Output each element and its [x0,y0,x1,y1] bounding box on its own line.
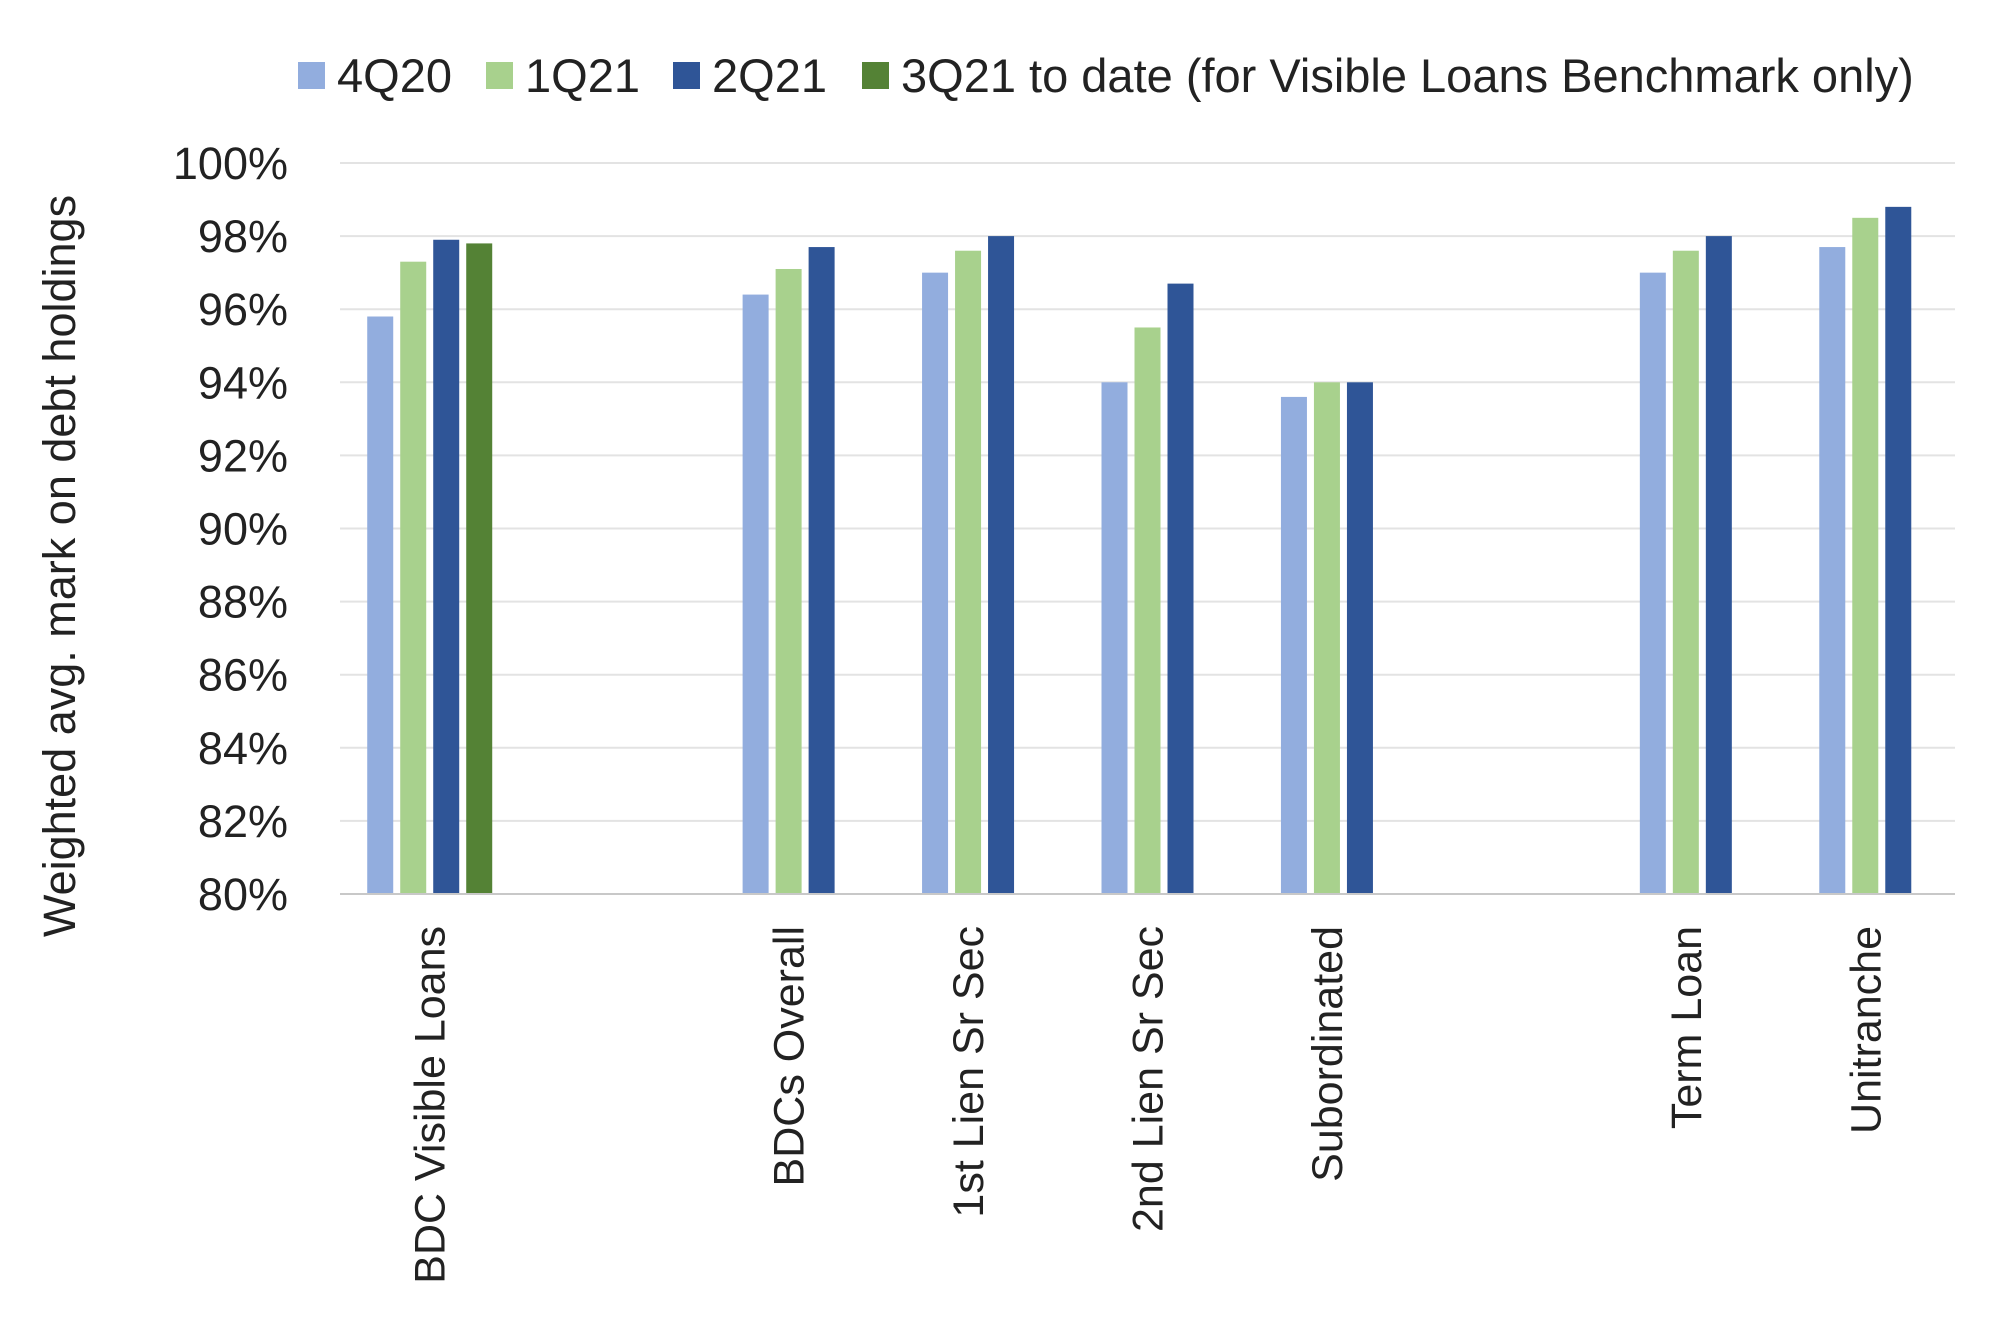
bar [1313,382,1340,894]
bar [433,239,460,894]
bar [1819,247,1846,894]
bar [922,272,949,894]
bar [742,294,769,895]
bar [1705,236,1732,895]
y-tick-label: 98% [198,211,288,262]
bar [808,247,835,894]
y-tick-label: 92% [198,430,288,481]
x-category-label: Unitranche [1842,926,1890,1134]
y-tick-label: 88% [198,577,288,628]
y-tick-label: 90% [198,504,288,555]
bar [400,261,427,894]
bar [1885,206,1912,895]
bar [988,236,1015,895]
bar [1852,217,1879,894]
x-category-label: 2nd Lien Sr Sec [1125,926,1173,1232]
y-axis-ticks: 80% 82% 84% 86% 88% 90% 92% 94% 96% 98% 100% [173,138,288,920]
legend-swatch [298,62,325,89]
legend-swatch [673,62,700,89]
legend-swatch [486,62,513,89]
bar [955,250,982,895]
bar [1672,250,1699,895]
x-category-label: Subordinated [1304,926,1352,1182]
bar [775,268,802,894]
y-tick-label: 96% [198,284,288,335]
bar [367,316,394,894]
bar [1639,272,1666,894]
legend-label: 4Q20 [337,49,452,102]
bar [1134,327,1161,895]
x-axis-category-labels: BDC Visible Loans BDCs Overall 1st Lien Sr… [407,926,1891,1284]
bar [1101,382,1128,894]
legend: 4Q20 1Q21 2Q21 3Q21 to date (for Visible Lo… [298,49,1914,102]
bar [466,243,493,894]
legend-label: 3Q21 to date (for Visible Loans Benchmar… [901,49,1914,102]
x-category-label: BDC Visible Loans [407,926,455,1284]
bar [1346,382,1373,894]
bars [367,206,1912,895]
x-category-label: 1st Lien Sr Sec [945,926,993,1218]
x-category-label: Term Loan [1663,926,1711,1129]
x-category-label: BDCs Overall [766,926,814,1186]
bar [1280,396,1307,894]
y-axis-title: Weighted avg. mark on debt holdings [34,195,85,937]
y-tick-label: 94% [198,357,288,408]
y-tick-label: 86% [198,650,288,701]
legend-swatch [862,62,889,89]
y-tick-label: 100% [173,138,288,189]
y-tick-label: 80% [198,869,288,920]
legend-label: 2Q21 [712,49,827,102]
bar [1167,283,1194,894]
y-tick-label: 84% [198,723,288,774]
y-tick-label: 82% [198,796,288,847]
legend-label: 1Q21 [525,49,640,102]
